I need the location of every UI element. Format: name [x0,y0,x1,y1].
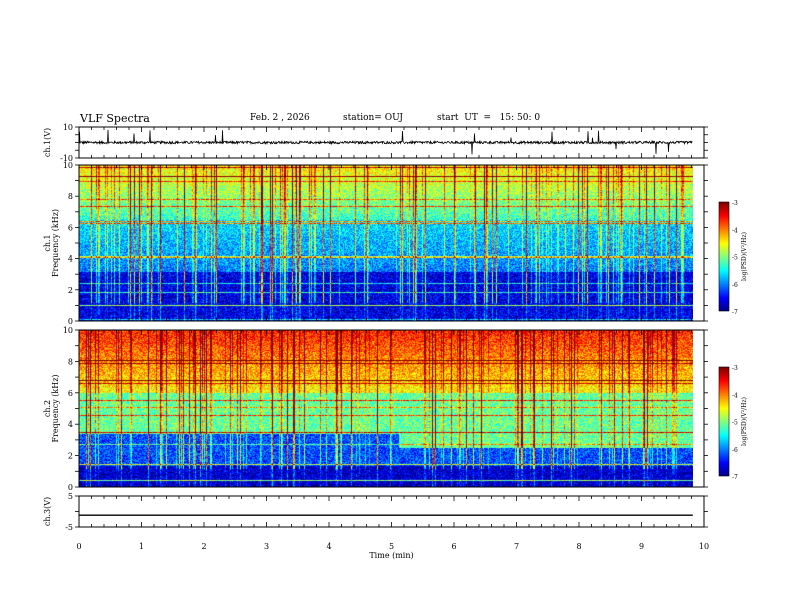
y-axis-label: ch.1(V) [43,128,52,157]
y-tick-label: 10 [63,161,73,170]
x-tick-label: 6 [451,542,456,551]
y-tick-label: 10 [63,326,73,335]
colorbar-tick-label: -6 [732,447,738,454]
x-tick-label: 9 [639,542,644,551]
x-tick-label: 0 [76,542,81,551]
ch2-spectrogram-colorbar [719,367,729,476]
colorbar-tick-label: -5 [732,255,738,262]
colorbar-tick-label: -6 [732,282,738,289]
x-tick-label: 5 [389,542,394,551]
colorbar-label: log(PSD)(V²/Hz) [741,397,748,446]
y-tick-label: 2 [68,286,73,295]
y-tick-label: 5 [68,492,73,501]
y-tick-label: 0 [68,483,73,492]
station-label: station= OUJ [343,113,404,123]
y-tick-label: 8 [68,192,73,201]
plot-panels [75,126,730,528]
x-tick-label: 8 [576,542,581,551]
y-tick-label: 6 [68,223,73,232]
x-tick-label: 4 [326,542,331,551]
y-tick-label: 4 [68,255,73,264]
colorbar-tick-label: -4 [732,392,738,399]
y-tick-label: 4 [68,420,73,429]
x-tick-label: 3 [264,542,269,551]
start-time-label: start UT = 15: 50: 0 [437,113,541,123]
y-axis-label: ch.3(V) [43,497,52,526]
colorbar-label: log(PSD)(V²/Hz) [741,232,748,281]
ch1-waveform-trace [78,129,693,155]
colorbar-tick-label: -3 [732,200,738,207]
y-tick-label: 8 [68,357,73,366]
colorbar-tick-label: -7 [732,474,738,481]
colorbar-tick-label: -5 [732,420,738,427]
colorbar-tick-label: -3 [732,365,738,372]
colorbar-tick-label: -7 [732,309,738,316]
ch1-spectrogram-colorbar [719,202,729,311]
y-tick-label: -5 [65,523,73,532]
date-label: Feb. 2 , 2026 [250,113,310,123]
x-axis-label: Time (min) [369,551,413,560]
x-tick-label: 1 [139,542,144,551]
y-axis-label: ch.2 [43,400,52,417]
y-axis-label: ch.1 [43,234,52,251]
figure-title: VLF Spectra [80,112,150,125]
y-axis-label: Frequency (kHz) [51,374,60,442]
y-tick-label: 0 [68,317,73,326]
colorbar-frame [718,201,730,312]
y-tick-label: 10 [63,123,73,132]
y-tick-label: 6 [68,389,73,398]
x-tick-label: 2 [201,542,206,551]
colorbar-frame [718,366,730,477]
ch2-spectrogram-image [79,330,693,487]
y-axis-label: Frequency (kHz) [51,209,60,277]
x-tick-label: 10 [699,542,709,551]
colorbar-tick-label: -4 [732,227,738,234]
x-tick-label: 7 [514,542,519,551]
y-tick-label: 2 [68,452,73,461]
y-tick-label: -10 [60,154,73,163]
ch1-spectrogram-image [79,165,693,321]
